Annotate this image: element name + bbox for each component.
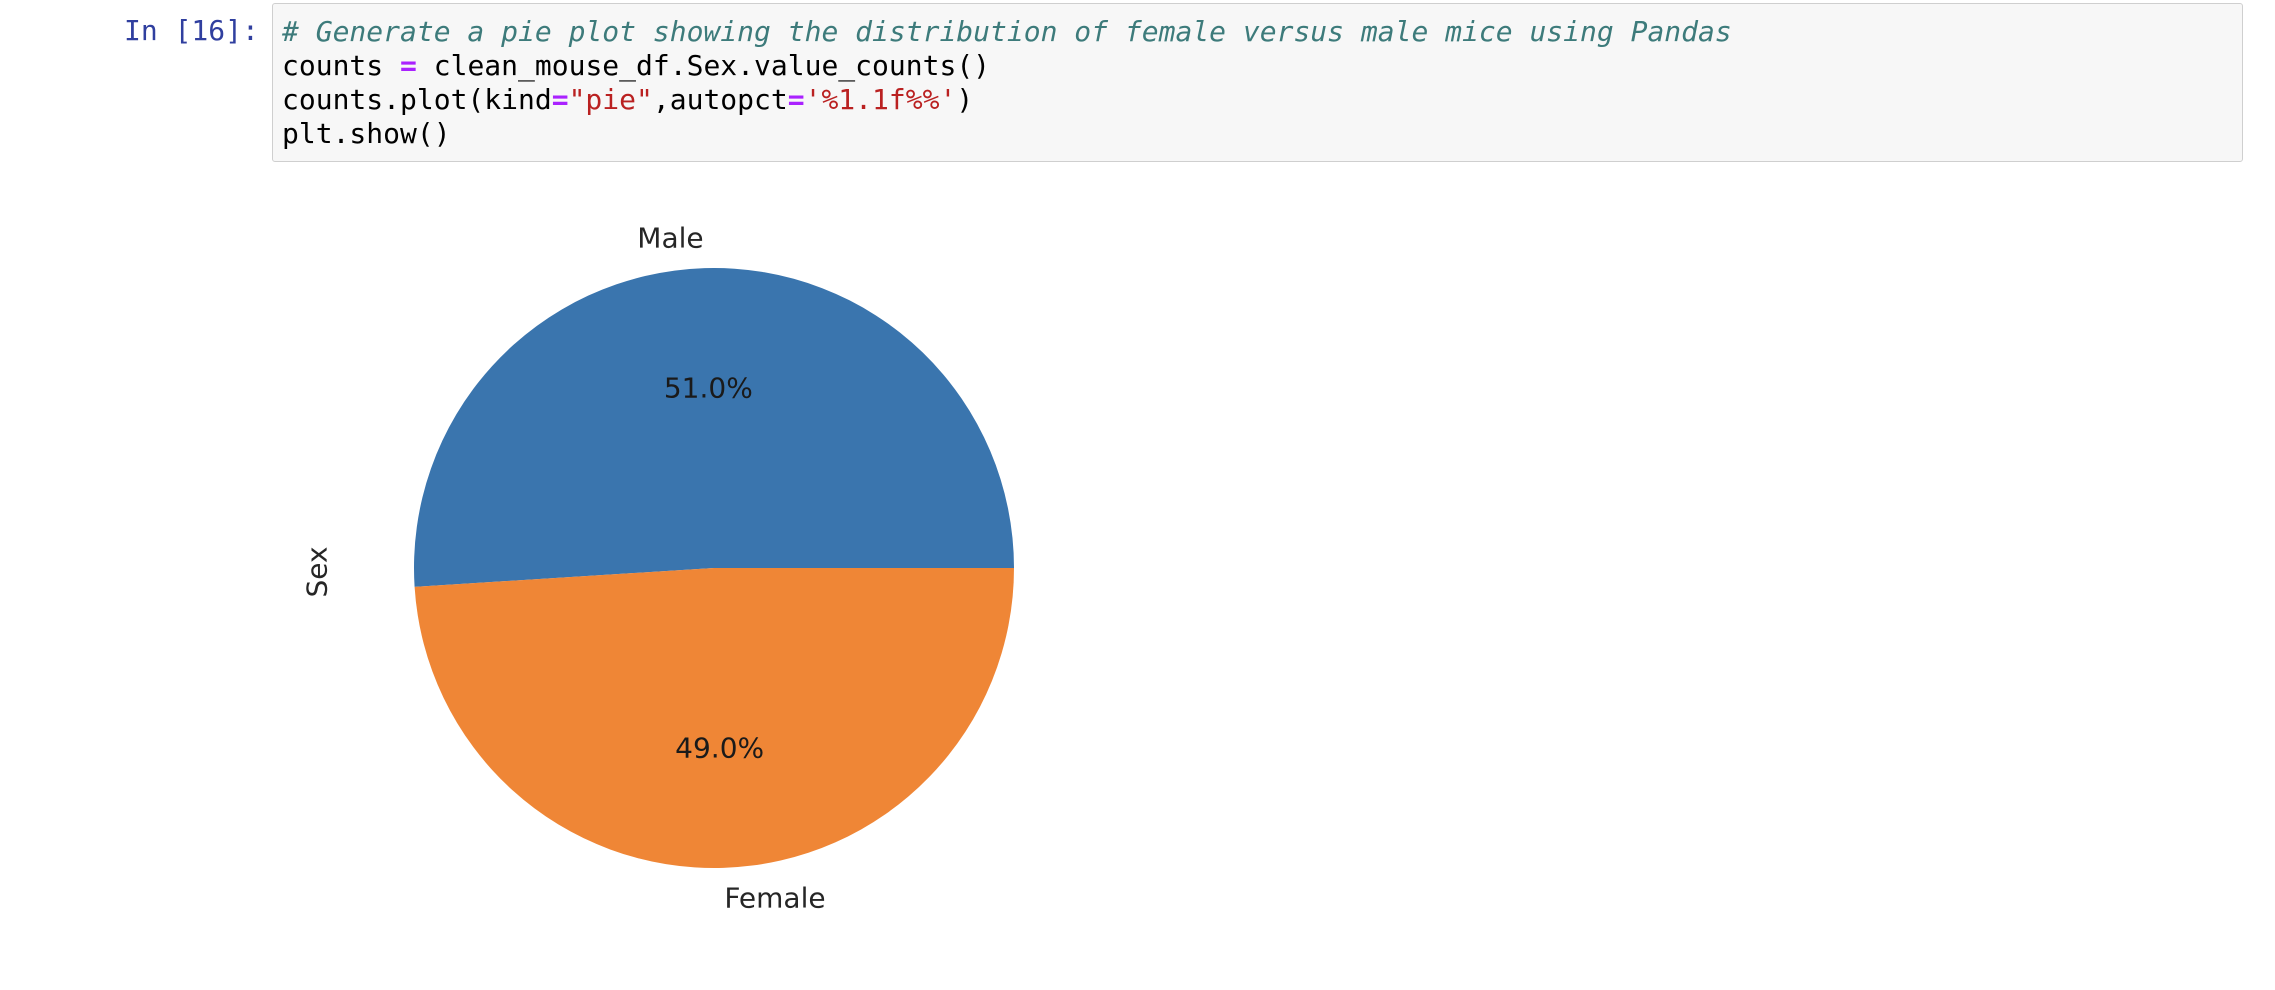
- code-token: ): [956, 83, 974, 116]
- pie-pct-label: 51.0%: [664, 372, 753, 405]
- cell-prompt: In [16]:: [124, 14, 259, 47]
- cell-output-area: Male 51.0% Female 49.0% Sex: [272, 180, 2243, 990]
- code-token: counts.plot(kind: [282, 83, 552, 116]
- code-token: counts: [282, 49, 401, 82]
- code-token: =: [400, 49, 417, 82]
- pie-chart: Male 51.0% Female 49.0% Sex: [301, 222, 1014, 915]
- code-token: ,autopct: [652, 83, 788, 116]
- code-line: counts.plot(kind="pie",autopct='%1.1f%%'…: [282, 83, 2242, 117]
- code-token: "pie": [568, 83, 653, 116]
- code-line: # Generate a pie plot showing the distri…: [282, 15, 2242, 49]
- code-token: plt.show(): [282, 117, 451, 150]
- code-cell-input[interactable]: # Generate a pie plot showing the distri…: [272, 3, 2243, 162]
- code-token: =: [787, 83, 805, 116]
- y-axis-label: Sex: [301, 546, 334, 597]
- pie-slice-male: [414, 267, 1014, 587]
- pie-slice-female: [414, 568, 1014, 868]
- code-token: =: [551, 83, 569, 116]
- pie-slice-label: Female: [724, 881, 825, 914]
- pie-slice-label: Male: [637, 222, 703, 255]
- pie-pct-label: 49.0%: [675, 731, 764, 764]
- code-line: counts = clean_mouse_df.Sex.value_counts…: [282, 49, 2242, 83]
- pie-labels: Male 51.0% Female 49.0%: [637, 222, 825, 915]
- code-token: clean_mouse_df.Sex.value_counts(): [416, 49, 991, 82]
- code-token: # Generate a pie plot showing the distri…: [282, 15, 1732, 48]
- pie-slices: [414, 267, 1014, 868]
- code-line: plt.show(): [282, 117, 2242, 151]
- code-token: '%1.1f%%': [804, 83, 957, 116]
